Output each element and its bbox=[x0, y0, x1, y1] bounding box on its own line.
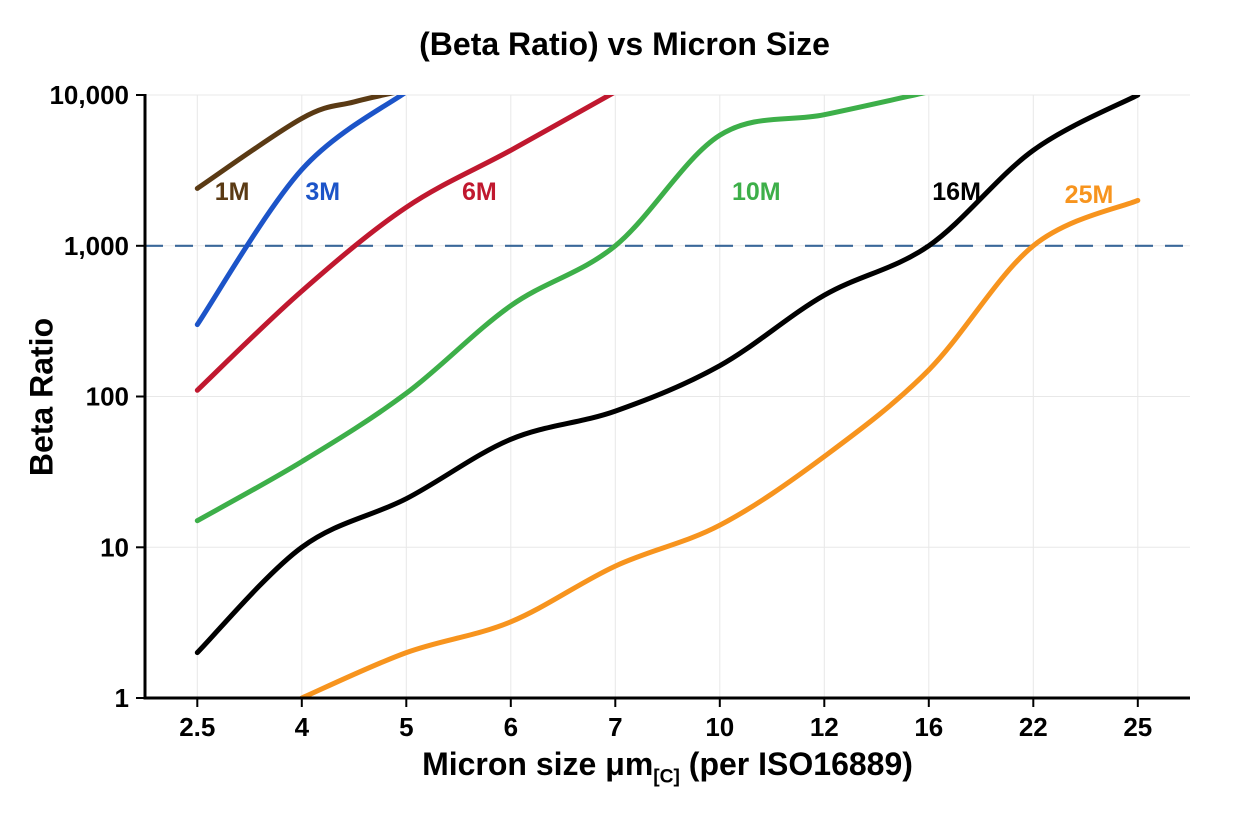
series-label-1M: 1M bbox=[215, 178, 250, 206]
x-axis-label-main: Micron size μm bbox=[422, 746, 654, 782]
x-axis-label: Micron size μm[C] (per ISO16889) bbox=[145, 746, 1190, 788]
series-curve-16M bbox=[194, 95, 1141, 656]
x-tick-label: 22 bbox=[1019, 712, 1048, 742]
x-tick-label: 6 bbox=[504, 712, 518, 742]
series-curve-3M bbox=[194, 95, 407, 328]
y-tick-label: 10,000 bbox=[49, 80, 129, 110]
x-tick-label: 12 bbox=[810, 712, 839, 742]
x-axis-label-subscript: [C] bbox=[653, 766, 680, 788]
series-label-10M: 10M bbox=[732, 178, 781, 206]
x-tick-label: 4 bbox=[295, 712, 310, 742]
series-curve-10M bbox=[194, 95, 926, 524]
series-curve-1M bbox=[194, 95, 395, 191]
y-tick-label: 10 bbox=[100, 532, 129, 562]
x-tick-label: 5 bbox=[399, 712, 413, 742]
y-tick-label: 1,000 bbox=[64, 231, 129, 261]
y-tick-label: 1 bbox=[115, 683, 129, 713]
x-axis-label-tail: (per ISO16889) bbox=[679, 746, 913, 782]
x-tick-label: 7 bbox=[608, 712, 622, 742]
series-label-3M: 3M bbox=[305, 178, 340, 206]
series-label-25M: 25M bbox=[1065, 181, 1114, 209]
x-tick-label: 25 bbox=[1123, 712, 1152, 742]
chart-title: (Beta Ratio) vs Micron Size bbox=[419, 26, 830, 62]
series-curve-6M bbox=[194, 95, 615, 393]
x-tick-label: 10 bbox=[705, 712, 734, 742]
y-axis-label: Beta Ratio bbox=[23, 317, 60, 477]
x-tick-label: 2.5 bbox=[179, 712, 215, 742]
series-label-16M: 16M bbox=[932, 178, 981, 206]
series-label-6M: 6M bbox=[462, 178, 497, 206]
series-curve-25M bbox=[299, 197, 1141, 698]
x-tick-label: 16 bbox=[914, 712, 943, 742]
y-tick-label: 100 bbox=[86, 382, 129, 412]
